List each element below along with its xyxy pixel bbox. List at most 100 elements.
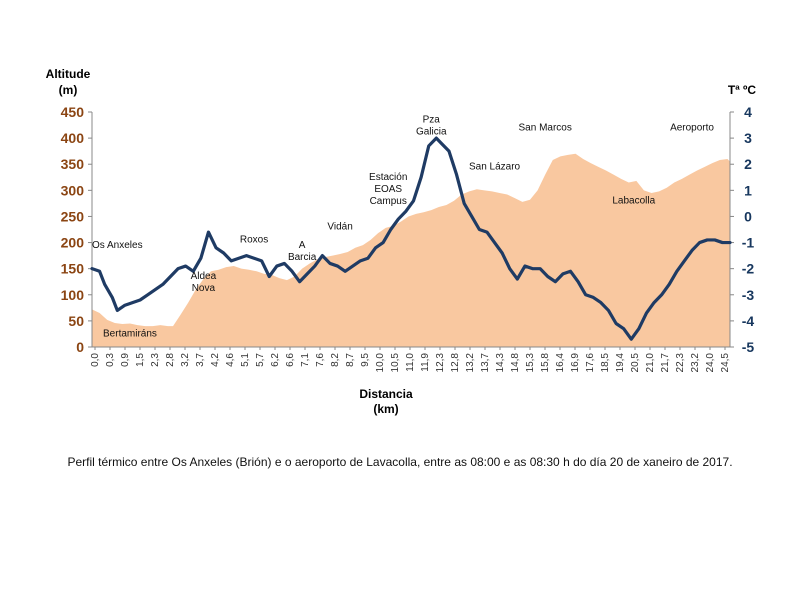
left-tick-label: 100 (61, 287, 85, 303)
x-tick-label: 5,1 (240, 353, 251, 367)
place-label: San Lázaro (469, 161, 521, 172)
x-tick-label: 16,9 (570, 353, 581, 373)
left-tick-label: 250 (61, 208, 85, 224)
place-label-line: San Lázaro (469, 161, 521, 172)
place-label: Pza Galicia (416, 114, 447, 137)
place-label-line: Vidán (327, 222, 352, 233)
x-tick-label: 15,3 (525, 353, 536, 373)
place-label-line: Os Anxeles (92, 240, 143, 251)
right-axis-title: Tª ºC (728, 83, 756, 97)
left-tick-label: 0 (76, 339, 84, 355)
x-tick-label: 24,5 (720, 353, 731, 373)
place-label-line: Campus (370, 196, 407, 207)
x-axis-title-line1: Distancia (359, 387, 413, 401)
place-label-line: Bertamiráns (103, 329, 157, 340)
figure-caption: Perfil térmico entre Os Anxeles (Brión) … (67, 455, 733, 469)
right-tick-label: -5 (742, 339, 755, 355)
place-label-line: San Marcos (519, 122, 572, 133)
left-tick-label: 450 (61, 104, 85, 120)
x-tick-label: 13,7 (480, 353, 491, 373)
x-tick-label: 1,5 (135, 353, 146, 367)
right-tick-label: 4 (744, 104, 752, 120)
x-tick-label: 20,5 (630, 353, 641, 373)
right-tick-label: 0 (744, 208, 752, 224)
place-label: Os Anxeles (92, 240, 143, 251)
place-label-line: Roxos (240, 235, 268, 246)
left-tick-label: 400 (61, 130, 85, 146)
x-tick-label: 15,8 (540, 353, 551, 373)
right-tick-label: -3 (742, 287, 755, 303)
x-tick-label: 8,7 (345, 353, 356, 367)
x-tick-label: 3,7 (195, 353, 206, 367)
x-tick-label: 17,6 (585, 353, 596, 373)
right-tick-label: -1 (742, 235, 755, 251)
x-tick-label: 22,3 (675, 353, 686, 373)
x-tick-label: 16,4 (555, 353, 566, 373)
left-tick-label: 50 (68, 313, 84, 329)
x-tick-label: 19,4 (615, 353, 626, 373)
right-tick-label: -4 (742, 313, 755, 329)
place-label: Aldea Nova (191, 271, 217, 294)
x-tick-label: 10,0 (375, 353, 386, 373)
place-label-line: Barcia (288, 252, 317, 263)
x-tick-label: 11,0 (405, 353, 416, 372)
x-tick-label: 21,7 (660, 353, 671, 373)
right-tick-label: -2 (742, 261, 755, 277)
x-tick-label: 2,3 (150, 353, 161, 367)
left-axis-title-line2: (m) (59, 83, 78, 97)
x-axis-title-line2: (km) (373, 402, 398, 416)
x-tick-label: 10,5 (390, 353, 401, 373)
right-tick-label: 3 (744, 130, 752, 146)
place-label: Estación EOAS Campus (369, 172, 407, 207)
place-label: Vidán (327, 222, 352, 233)
x-tick-label: 8,2 (330, 353, 341, 367)
x-tick-label: 0,3 (105, 353, 116, 367)
x-tick-label: 18,5 (600, 353, 611, 373)
x-tick-label: 9,5 (360, 353, 371, 367)
place-label: Bertamiráns (103, 329, 157, 340)
x-tick-label: 3,2 (180, 353, 191, 367)
x-tick-label: 12,8 (450, 353, 461, 373)
right-tick-label: 1 (744, 182, 752, 198)
x-tick-label: 14,8 (510, 353, 521, 373)
x-tick-label: 0,9 (120, 353, 131, 367)
place-label-line: Pza (423, 114, 441, 125)
place-label-line: EOAS (374, 184, 402, 195)
place-label-line: Galicia (416, 126, 447, 137)
left-tick-label: 150 (61, 261, 85, 277)
x-tick-label: 11,9 (420, 353, 431, 372)
left-axis-title-line1: Altitude (46, 67, 91, 81)
x-tick-label: 4,2 (210, 353, 221, 367)
x-tick-label: 24,0 (705, 353, 716, 373)
place-label-line: Estación (369, 172, 407, 183)
x-tick-label: 2,8 (165, 353, 176, 367)
place-label-line: Nova (192, 283, 216, 294)
place-label-line: Labacolla (612, 195, 655, 206)
x-tick-label: 4,6 (225, 353, 236, 367)
x-tick-label: 14,3 (495, 353, 506, 373)
x-tick-label: 13,2 (465, 353, 476, 373)
right-tick-label: 2 (744, 156, 752, 172)
left-tick-label: 350 (61, 156, 85, 172)
left-tick-label: 200 (61, 235, 85, 251)
place-label: A Barcia (288, 240, 317, 263)
x-tick-label: 12,3 (435, 353, 446, 373)
x-tick-label: 5,7 (255, 353, 266, 367)
place-label: Aeroporto (670, 122, 714, 133)
left-tick-label: 300 (61, 182, 85, 198)
x-tick-label: 21,0 (645, 353, 656, 373)
place-label: San Marcos (519, 122, 572, 133)
x-tick-label: 7,1 (300, 353, 311, 367)
place-label-line: Aldea (191, 271, 217, 282)
x-tick-label: 23,2 (690, 353, 701, 373)
altitude-area (92, 153, 730, 347)
place-label: Roxos (240, 235, 268, 246)
place-label-line: A (299, 240, 306, 251)
x-tick-label: 6,2 (270, 353, 281, 367)
place-label-line: Aeroporto (670, 122, 714, 133)
x-tick-label: 6,6 (285, 353, 296, 367)
x-tick-label: 7,6 (315, 353, 326, 367)
temperature-line (90, 136, 732, 341)
